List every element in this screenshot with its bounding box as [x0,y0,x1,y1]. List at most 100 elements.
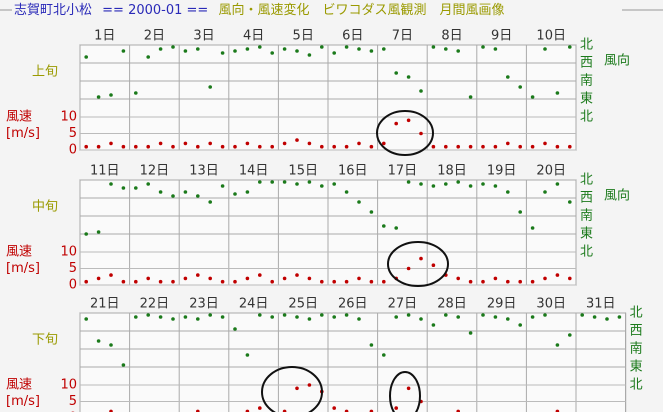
speed-point [506,141,510,146]
direction-tick-label: 西 [580,56,593,71]
speed-point [357,276,361,281]
x-tick-label: 14日 [239,164,269,179]
direction-point [196,317,200,321]
speed-point [543,141,547,146]
direction-point [158,47,163,51]
x-tick-label: 12日 [140,164,170,179]
direction-point [568,200,572,204]
speed-point [146,276,150,281]
direction-point [493,47,498,51]
direction-point [183,49,188,53]
direction-tick-label: 北 [580,173,593,188]
x-tick-label: 23日 [189,297,219,312]
speed-point [96,276,101,281]
speed-point [183,276,188,281]
speed-point [134,144,138,149]
x-tick-label: 25日 [288,297,318,312]
x-tick-label: 27日 [388,297,418,312]
direction-point [444,47,448,51]
speed-point [171,144,175,149]
direction-point [543,47,547,51]
direction-point [419,182,423,186]
panel-label: 中旬 [32,200,58,215]
circle-annotation [389,371,421,412]
direction-point [245,190,250,194]
speed-point [431,263,436,268]
direction-point [134,186,138,190]
speed-unit: [m/s] [6,261,40,276]
direction-point [295,182,299,186]
speed-point [121,279,126,284]
x-tick-label: 28日 [437,297,467,312]
direction-point [158,315,163,319]
speed-tick-label: 10 [60,245,77,260]
direction-point [171,194,175,198]
speed-point [468,144,473,149]
speed-point [406,386,411,391]
direction-point [220,184,225,188]
x-tick-label: 6日 [342,29,363,44]
speed-point [382,141,386,146]
direction-tick-label: 東 [630,359,643,375]
speed-point [245,141,250,146]
x-tick-label: 5日 [293,29,314,44]
speed-point [295,138,299,142]
speed-point [233,279,237,284]
speed-point [382,279,386,284]
direction-tick-label: 南 [580,73,593,89]
x-tick-label: 30日 [536,297,566,312]
direction-tick-label: 西 [580,191,593,206]
speed-point [233,144,237,149]
direction-point [196,47,200,51]
plot-area [79,312,627,412]
speed-point [158,279,163,284]
speed-point [282,141,287,146]
direction-point [270,180,275,184]
direction-point [96,339,101,343]
x-tick-label: 18日 [437,164,467,179]
direction-point [158,190,163,194]
x-tick-label: 26日 [338,297,368,312]
direction-point [369,49,374,53]
speed-point [307,383,312,387]
speed-point [344,409,349,412]
speed-tick-label: 0 [69,143,77,158]
speed-point [530,144,535,149]
direction-point [171,317,175,321]
x-tick-label: 4日 [243,29,264,44]
direction-point [382,47,386,51]
x-tick-label: 29日 [487,297,517,312]
direction-point [233,49,237,53]
direction-tick-label: 西 [630,324,643,339]
direction-point [369,210,374,214]
direction-point [282,180,287,184]
station: 志賀町北小松 [14,3,92,18]
direction-point [369,343,374,347]
direction-tick-label: 東 [580,226,593,242]
speed-point [555,273,560,277]
speed-tick-label: 5 [69,261,77,276]
speed-point [121,144,126,149]
speed-point [394,121,399,126]
speed-tick-label: 5 [69,394,77,409]
direction-point [109,93,113,97]
speed-point [419,131,423,136]
direction-point [481,182,485,186]
direction-point [208,85,212,89]
direction-point [431,45,436,49]
speed-point [196,409,200,412]
speed-point [357,141,361,146]
direction-point [568,333,572,337]
direction-tick-label: 北 [580,38,593,53]
direction-point [282,47,287,51]
direction-point [258,180,262,184]
panel-label: 下旬 [32,333,58,348]
speed-point [406,118,411,123]
speed-point [431,144,436,149]
direction-point [84,317,88,321]
speed-point [555,144,560,149]
direction-tick-label: 北 [630,306,643,321]
x-tick-label: 7日 [392,29,413,44]
speed-tick-label: 5 [69,126,77,141]
